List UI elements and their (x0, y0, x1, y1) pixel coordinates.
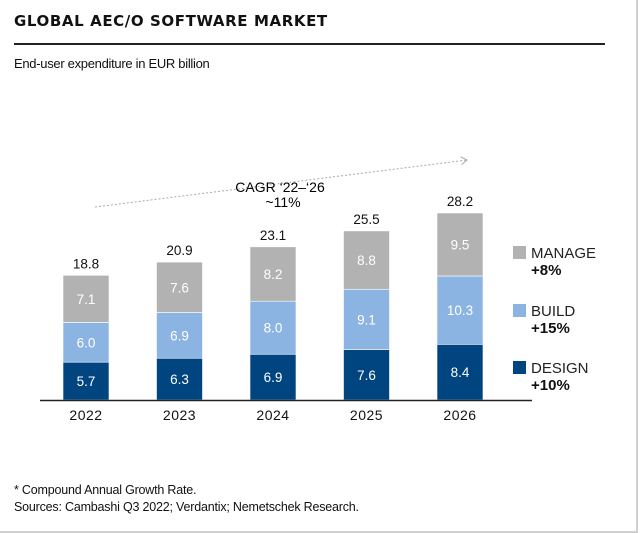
chart-title: GLOBAL AEC/O SOFTWARE MARKET (14, 12, 328, 30)
legend-growth-manage: +8% (531, 262, 561, 279)
data-label-build-2022: 6.0 (77, 335, 96, 350)
bar-build-2023 (156, 312, 203, 359)
bar-manage-2022 (62, 275, 110, 323)
bar-manage-2025 (343, 230, 390, 290)
footnote-sources: Sources: Cambashi Q3 2022; Verdantix; Ne… (14, 500, 359, 514)
legend-swatch-design (513, 361, 526, 374)
legend-label-manage: MANAGE (531, 245, 596, 262)
cagr-arrow (94, 156, 468, 208)
cagr-label: CAGR ‘22–‘26 (235, 179, 325, 195)
data-label-design-2022: 5.7 (77, 374, 96, 389)
total-label-2025: 25.5 (353, 212, 379, 227)
bar-build-2025 (343, 288, 390, 350)
data-label-manage-2022: 7.1 (77, 292, 96, 307)
bar-build-2026 (436, 275, 484, 345)
x-tick-2023: 2023 (163, 407, 196, 423)
data-label-design-2023: 6.3 (170, 372, 189, 387)
cagr-value: ~11% (265, 194, 300, 210)
data-label-manage-2023: 7.6 (170, 280, 189, 295)
bar-manage-2026 (436, 212, 484, 277)
data-label-build-2024: 8.0 (264, 321, 283, 336)
data-label-design-2024: 6.9 (264, 370, 283, 385)
total-label-2022: 18.8 (73, 256, 99, 271)
bar-manage-2024 (249, 246, 297, 302)
data-label-manage-2024: 8.2 (264, 267, 283, 282)
data-label-manage-2025: 8.8 (357, 253, 376, 268)
title-rule (14, 43, 605, 45)
legend-swatch-manage (513, 246, 526, 259)
total-label-2024: 23.1 (260, 228, 286, 243)
legend-swatch-build (513, 304, 526, 317)
x-tick-2022: 2022 (69, 407, 102, 423)
bar-design-2026 (436, 343, 484, 401)
data-label-design-2025: 7.6 (357, 368, 376, 383)
bar-design-2024 (249, 353, 297, 401)
legend-growth-design: +10% (531, 377, 570, 394)
bar-manage-2023 (156, 261, 203, 313)
legend-label-design: DESIGN (531, 360, 589, 377)
footnote-cagr: * Compound Annual Growth Rate. (14, 483, 197, 497)
bar-build-2022 (62, 322, 110, 363)
data-label-build-2025: 9.1 (357, 312, 376, 327)
bar-design-2022 (62, 361, 110, 401)
legend-growth-build: +15% (531, 320, 570, 337)
x-tick-2025: 2025 (350, 407, 383, 423)
total-label-2026: 28.2 (447, 194, 473, 209)
data-label-manage-2026: 9.5 (451, 237, 470, 252)
chart-subtitle: End-user expenditure in EUR billion (14, 56, 210, 71)
x-tick-2024: 2024 (256, 407, 289, 423)
x-tick-2026: 2026 (443, 407, 476, 423)
legend-label-build: BUILD (531, 303, 575, 320)
total-label-2023: 20.9 (166, 243, 192, 258)
bar-design-2025 (343, 349, 390, 401)
data-label-build-2026: 10.3 (447, 303, 473, 318)
data-label-build-2023: 6.9 (170, 328, 189, 343)
data-label-design-2026: 8.4 (451, 365, 470, 380)
